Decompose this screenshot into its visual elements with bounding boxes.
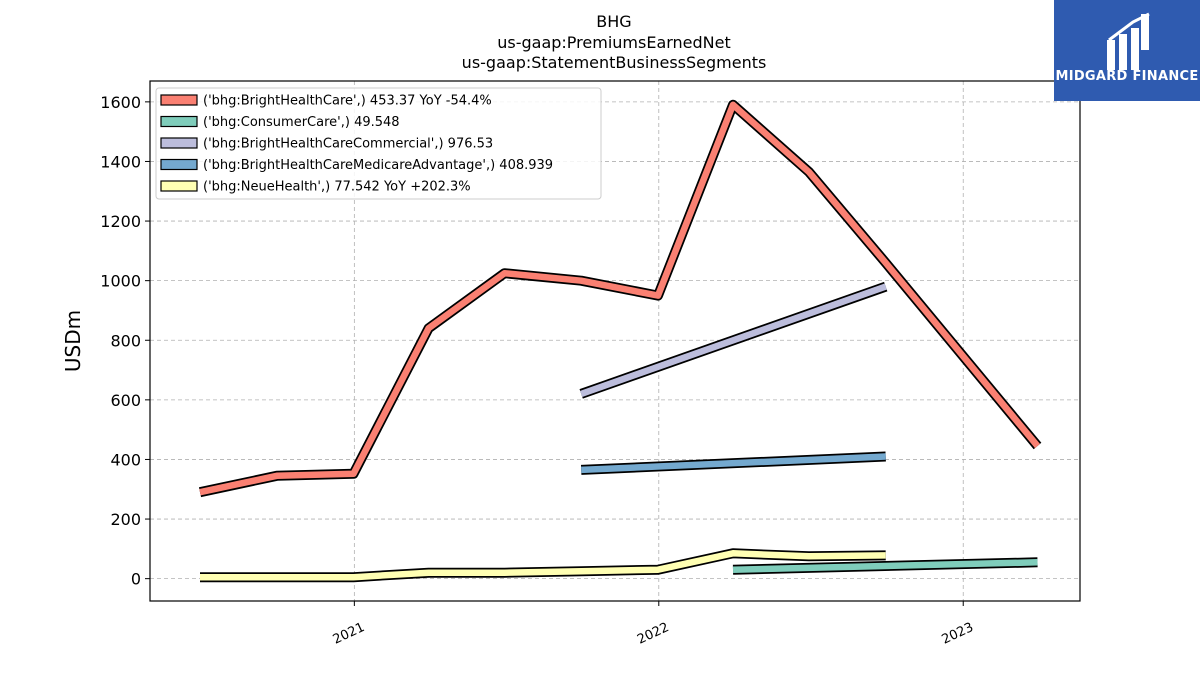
y-tick-label: 1400 — [100, 152, 141, 171]
series-2 — [579, 281, 888, 399]
legend-swatch — [160, 115, 198, 128]
series-line — [199, 101, 1041, 496]
y-tick-label: 0 — [131, 570, 141, 589]
y-tick-label: 1600 — [100, 93, 141, 112]
chart-title-line-3: us-gaap:StatementBusinessSegments — [462, 53, 767, 72]
legend-swatch — [160, 94, 198, 106]
legend-swatch — [160, 137, 198, 149]
legend-label: ('bhg:BrightHealthCareCommercial',) 976.… — [203, 137, 493, 152]
y-tick-label: 200 — [110, 510, 141, 529]
series-line — [732, 559, 1038, 573]
series-4 — [200, 548, 886, 583]
series-layer — [198, 99, 1042, 583]
series-line — [200, 550, 886, 581]
y-tick-label: 1200 — [100, 212, 141, 231]
series-0 — [198, 99, 1042, 498]
legend-swatch — [160, 158, 198, 171]
x-tick-label: 2021 — [331, 620, 367, 648]
y-tick-label: 600 — [110, 391, 141, 410]
y-tick-label: 800 — [110, 331, 141, 350]
chart-title-line-1: BHG — [596, 12, 631, 31]
legend-item: ('bhg:ConsumerCare',) 49.548 — [160, 115, 400, 130]
legend-label: ('bhg:ConsumerCare',) 49.548 — [203, 115, 400, 130]
series-line — [580, 283, 887, 397]
legend-label: ('bhg:NeueHealth',) 77.542 YoY +202.3% — [203, 180, 471, 195]
legend-item: ('bhg:BrightHealthCareMedicareAdvantage'… — [160, 158, 553, 173]
y-axis-ticks: 0 200 400 600 800 1000 1200 1400 1600 — [100, 93, 150, 589]
y-tick-label: 1000 — [100, 272, 141, 291]
logo-mark-icon — [1107, 12, 1150, 70]
legend-label: ('bhg:BrightHealthCareMedicareAdvantage'… — [203, 158, 553, 173]
legend-item: ('bhg:NeueHealth',) 77.542 YoY +202.3% — [160, 180, 471, 195]
x-axis-ticks: 2021 2022 2023 — [331, 601, 976, 648]
chart-title-line-2: us-gaap:PremiumsEarnedNet — [497, 33, 731, 52]
legend-item: ('bhg:BrightHealthCare',) 453.37 YoY -54… — [160, 94, 492, 109]
legend-item: ('bhg:BrightHealthCareCommercial',) 976.… — [160, 137, 493, 152]
legend-box — [155, 87, 602, 200]
x-tick-label: 2022 — [635, 620, 671, 648]
y-axis-label: USDm — [61, 310, 85, 372]
series-1 — [732, 557, 1038, 575]
logo-text: MIDGARD FINANCE — [1055, 69, 1198, 84]
legend: ('bhg:BrightHealthCare',) 453.37 YoY -54… — [155, 87, 602, 200]
y-tick-label: 400 — [110, 450, 141, 469]
plot-frame — [149, 80, 1081, 602]
brand-logo: MIDGARD FINANCE — [1054, 0, 1200, 101]
legend-label: ('bhg:BrightHealthCare',) 453.37 YoY -54… — [203, 94, 492, 109]
legend-swatch — [160, 180, 198, 192]
x-tick-label: 2023 — [940, 620, 976, 648]
series-3 — [580, 451, 886, 475]
series-line — [581, 453, 886, 474]
